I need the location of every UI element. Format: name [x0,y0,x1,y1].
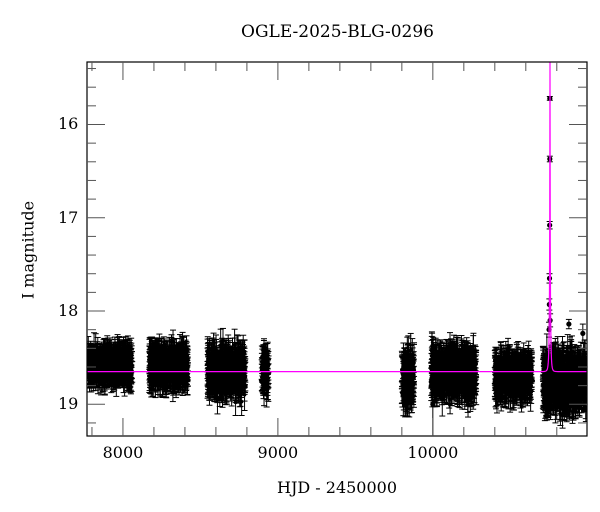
axis-ticks [87,62,587,436]
x-axis-label: HJD - 2450000 [277,478,397,497]
y-tick-label: 17 [58,208,78,227]
y-axis-label: I magnitude [19,201,38,299]
model-curve [87,62,587,373]
x-tick-label: 9000 [258,443,299,462]
plot-frame [86,61,588,437]
y-tick-label: 18 [58,301,78,320]
x-tick-label: 10000 [407,443,458,462]
data-layer [87,62,587,436]
y-tick-label: 19 [58,394,78,413]
x-tick-label: 8000 [103,443,144,462]
y-tick-label: 16 [58,114,78,133]
chart-title: OGLE-2025-BLG-0296 [0,22,600,42]
